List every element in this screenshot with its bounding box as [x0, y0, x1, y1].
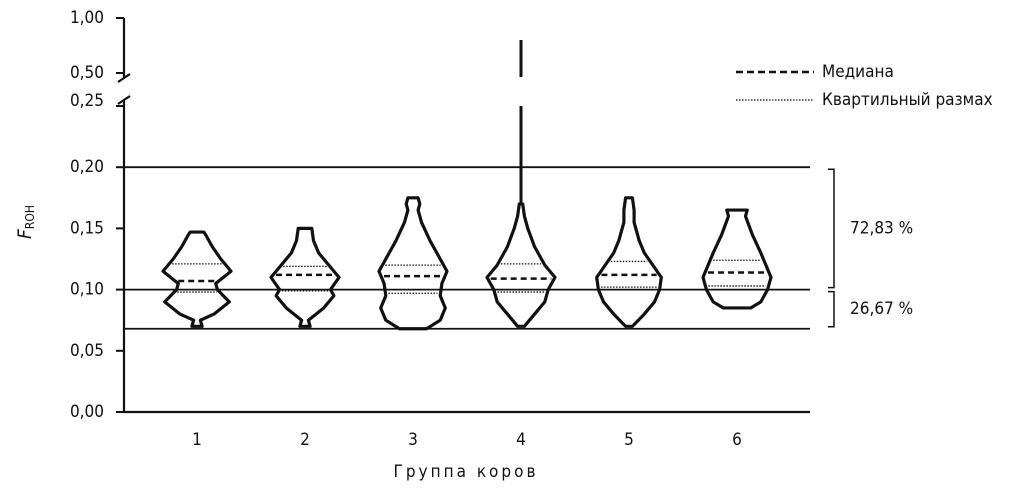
- y-tick-label: 0,50: [70, 63, 104, 83]
- x-tick-label: 4: [516, 430, 526, 450]
- y-tick-label: 0,20: [70, 157, 104, 177]
- x-tick-label: 3: [408, 430, 418, 450]
- violin: [161, 230, 233, 328]
- y-axis-title: FROH: [14, 205, 37, 239]
- y-tick-label: 0,00: [70, 402, 104, 422]
- y-tick-label: 0,05: [70, 341, 104, 361]
- y-label-main: F: [14, 228, 36, 239]
- violin: [485, 202, 557, 328]
- x-tick-label: 2: [300, 430, 310, 450]
- bracket: [828, 290, 835, 328]
- x-tick-label: 6: [732, 430, 742, 450]
- y-label-sub: ROH: [23, 205, 37, 229]
- violin: [595, 196, 663, 328]
- bracket-label: 26,67 %: [850, 299, 913, 319]
- axis-break: [117, 73, 131, 105]
- violin: [377, 196, 449, 331]
- x-tick-label: 5: [624, 430, 634, 450]
- violin: [269, 226, 341, 328]
- y-tick-label: 0,10: [70, 280, 104, 300]
- x-tick-label: 1: [192, 430, 202, 450]
- bracket: [828, 168, 835, 289]
- bracket-label: 72,83 %: [850, 218, 913, 238]
- y-tick-label: 0,15: [70, 218, 104, 238]
- legend-median: Медиана: [822, 62, 894, 82]
- y-tick-label: 1,00: [70, 8, 104, 28]
- violin: [701, 208, 773, 310]
- y-tick-label: 0,25: [70, 91, 104, 111]
- legend-quartile: Квартильный размах: [822, 90, 993, 110]
- axes: [122, 18, 810, 414]
- x-axis-title: Группа коров: [394, 462, 539, 482]
